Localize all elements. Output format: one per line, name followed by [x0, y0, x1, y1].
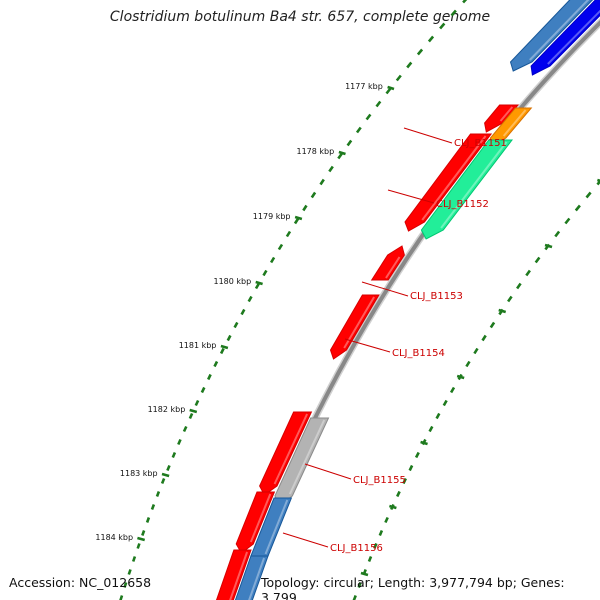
gene-label-leader [403, 127, 453, 144]
gene-lower-steelblue-shine [248, 557, 265, 600]
gene-1152-green [420, 139, 514, 240]
accession-text: Accession: NC_012658 [9, 575, 152, 590]
ruler-minor-tick [389, 504, 397, 510]
ruler-minor-tick [456, 374, 465, 380]
ruler-major-tick [338, 150, 346, 156]
gene-1151-orange-shine [502, 109, 527, 137]
ruler-tick-label: 1182 kbp [148, 405, 186, 414]
ruler-tick-label: 1177 kbp [345, 82, 383, 91]
gene-1156-steelblue-shine [264, 499, 289, 555]
gene-label-leader [304, 463, 352, 480]
gene-label-leader [282, 532, 329, 548]
ruler-major-tick [220, 344, 229, 350]
gene-1153-red [370, 245, 405, 281]
gene-1156-red-shine [249, 493, 272, 543]
ruler-tick-label: 1179 kbp [253, 212, 291, 221]
gene-1155-red [259, 411, 313, 496]
ruler-minor-tick [360, 571, 369, 577]
ruler-major-tick [294, 215, 303, 221]
ruler-tick-label: 1184 kbp [95, 533, 133, 542]
ruler-major-tick [387, 85, 395, 91]
ruler-track-outer [119, 0, 468, 600]
gene-label: CLJ_B1151 [454, 138, 507, 149]
gene-label: CLJ_B1153 [410, 291, 463, 302]
ruler-tick-label: 1183 kbp [120, 469, 158, 478]
gene-upper-blue [530, 0, 600, 76]
gene-1152-red [404, 133, 493, 232]
ruler-tick-label: 1180 kbp [213, 277, 251, 286]
gene-1152-red-shine [421, 135, 487, 221]
gene-label: CLJ_B1154 [392, 348, 445, 359]
gene-label-leader [387, 189, 435, 204]
ruler-minor-tick [597, 178, 600, 183]
ruler-major-tick [161, 472, 170, 478]
gene-lower-red-shine [229, 551, 249, 600]
ruler-major-tick [255, 280, 263, 286]
gene-1152-green-shine [440, 141, 508, 229]
ruler-track-inner [352, 179, 600, 600]
gene-upper-blue-shine [547, 9, 600, 65]
ruler-minor-tick [544, 243, 553, 249]
gene-label: CLJ_B1152 [436, 199, 489, 210]
gene-1156-red [235, 491, 276, 554]
ruler-tick-label: 1181 kbp [179, 341, 217, 350]
gene-lower-steelblue [234, 555, 269, 600]
gene-upper-steelblue-shine [529, 0, 590, 61]
gene-1155-gray-shine [288, 419, 326, 495]
gene-label-leader [344, 338, 391, 353]
ruler-tick-label: 1178 kbp [296, 147, 334, 156]
gene-1154-red-shine [343, 296, 375, 349]
gene-label-leader [361, 281, 409, 297]
ruler-major-tick [137, 536, 146, 542]
gene-1155-red-shine [273, 413, 308, 485]
gene-upper-steelblue [509, 0, 594, 72]
gene-1151-red-shine [499, 106, 514, 122]
ruler-major-tick [189, 408, 198, 414]
gene-lower-red [215, 549, 252, 600]
ruler-minor-tick [420, 440, 428, 446]
gene-1153-red-shine [385, 256, 401, 279]
genome-title: Clostridium botulinum Ba4 str. 657, comp… [109, 9, 491, 25]
gene-label: CLJ_B1155 [353, 475, 406, 486]
ruler-minor-tick [498, 308, 507, 314]
gene-label: CLJ_B1156 [330, 543, 383, 554]
genome-summary: Topology: circular; Length: 3,977,794 bp… [261, 575, 565, 600]
